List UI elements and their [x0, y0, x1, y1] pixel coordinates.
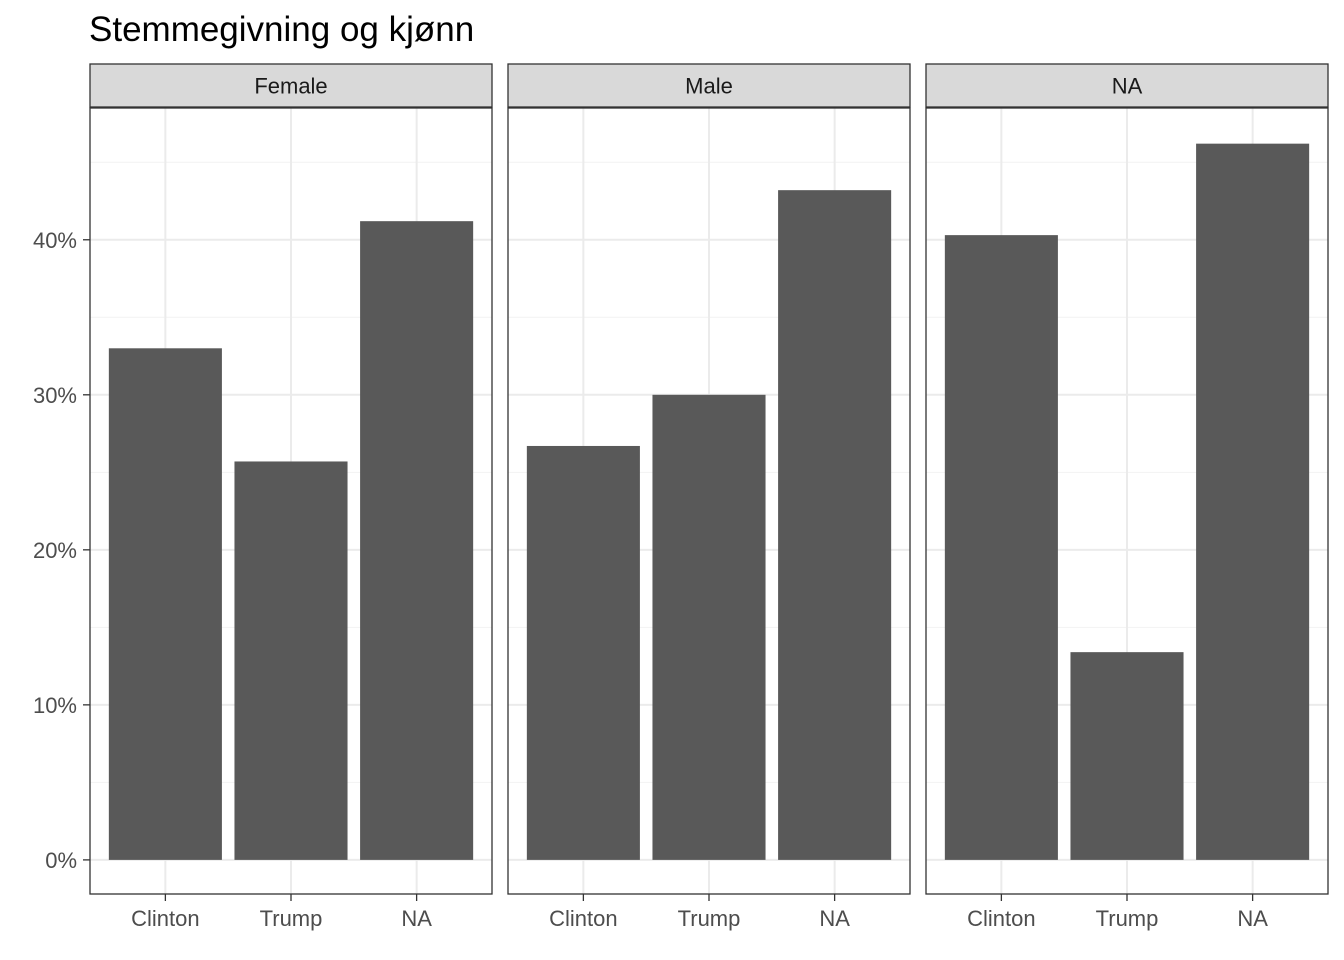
facet-strip-label: Male	[685, 74, 733, 99]
facet-strip	[89, 63, 493, 108]
bar	[360, 221, 474, 860]
x-tick-label: NA	[819, 906, 850, 931]
facet-panel: NA Clinton Trump NA	[925, 63, 1329, 931]
x-tick-label: Trump	[678, 906, 741, 931]
x-tick-label: Clinton	[967, 906, 1035, 931]
y-tick-label: 20%	[33, 538, 77, 563]
facet-strip-label: NA	[1112, 74, 1143, 99]
y-axis: 0% 10% 20% 30% 40%	[33, 228, 90, 873]
bar	[1070, 652, 1184, 860]
bar	[234, 461, 348, 860]
facet-strip-label: Female	[254, 74, 327, 99]
x-tick-label: NA	[401, 906, 432, 931]
x-tick-label: NA	[1237, 906, 1268, 931]
facet-panel: Male Clinton Trump NA	[507, 63, 911, 931]
y-tick-label: 10%	[33, 693, 77, 718]
bar	[526, 445, 640, 860]
bar	[108, 348, 222, 860]
facet-strip	[925, 63, 1329, 108]
facet-panel: Female Clinton Trump NA	[89, 63, 493, 931]
chart-title: Stemmegivning og kjønn	[89, 10, 474, 49]
y-tick-label: 40%	[33, 228, 77, 253]
facet-strip	[507, 63, 911, 108]
x-tick-label: Clinton	[549, 906, 617, 931]
x-tick-label: Trump	[260, 906, 323, 931]
y-tick-label: 30%	[33, 383, 77, 408]
bar	[652, 394, 766, 860]
x-tick-label: Trump	[1096, 906, 1159, 931]
bar	[1196, 143, 1310, 860]
y-tick-label: 0%	[45, 848, 77, 873]
bar	[778, 190, 892, 860]
x-tick-label: Clinton	[131, 906, 199, 931]
bar	[944, 235, 1058, 860]
